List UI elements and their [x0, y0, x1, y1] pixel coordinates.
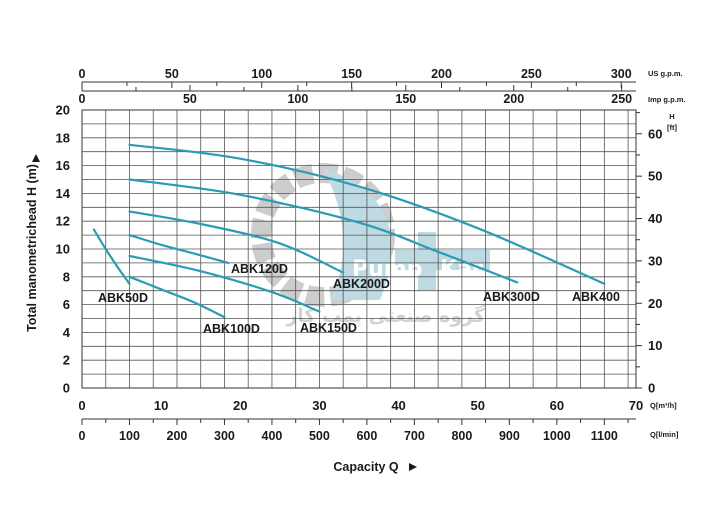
x-lmin-tick-label: 200	[167, 429, 188, 443]
grid	[81, 81, 642, 425]
y-ft-tick-label: 30	[648, 253, 662, 268]
y-tick-label: 14	[56, 186, 71, 201]
y-axis-title: Total manometrichead H (m)	[25, 164, 39, 332]
x-usgpm-tick-label: 0	[79, 67, 86, 81]
series-labels: ABK50D ABK100D ABK120D ABK150D ABK200D ABK300…	[98, 262, 620, 336]
curve-abk300d	[128, 178, 519, 284]
x-lmin-tick-label: 500	[309, 429, 330, 443]
label-abk300d: ABK300D	[483, 290, 540, 304]
y-tick-label: 4	[63, 325, 71, 340]
x-axis-arrow-icon	[409, 463, 417, 471]
x-m3h-tick-label: 30	[312, 398, 326, 413]
curve-abk200d	[128, 210, 345, 274]
y-ft-tick-label: 0	[648, 381, 655, 396]
curve-abk150d	[128, 254, 321, 313]
y-tick-label: 0	[63, 381, 70, 396]
x-unit-impgpm: Imp g.p.m.	[648, 95, 686, 104]
x-usgpm-tick-label: 250	[521, 67, 542, 81]
y-tick-label: 18	[56, 130, 70, 145]
x-unit-lmin: Q[l/min]	[650, 430, 679, 439]
y-unit-ft-line2: [ft]	[667, 123, 677, 132]
x-usgpm-tick-label: 50	[165, 67, 179, 81]
y-tick-label: 8	[63, 269, 70, 284]
label-abk150d: ABK150D	[300, 321, 357, 335]
x-lmin-tick-label: 100	[119, 429, 140, 443]
x-m3h-tick-label: 0	[78, 398, 85, 413]
y-ft-tick-label: 10	[648, 338, 662, 353]
x-m3h-tick-label: 20	[233, 398, 247, 413]
label-abk400: ABK400	[572, 290, 620, 304]
x-impgpm-tick-label: 150	[395, 92, 416, 106]
x-impgpm-tick-label: 0	[79, 92, 86, 106]
y-ft-tick-label: 40	[648, 211, 662, 226]
y-axis-arrow-icon	[32, 154, 40, 162]
x-impgpm-tick-label: 100	[287, 92, 308, 106]
x-lmin-tick-label: 800	[451, 429, 472, 443]
watermark-drop-icon	[323, 168, 392, 300]
y-ft-tick-label: 50	[648, 169, 662, 184]
y-unit-ft-line1: H	[669, 112, 674, 121]
label-abk120d: ABK120D	[231, 262, 288, 276]
curve-abk50d	[92, 228, 131, 285]
y-tick-label: 12	[56, 214, 70, 229]
x-lmin-tick-label: 700	[404, 429, 425, 443]
x-usgpm-tick-label: 100	[251, 67, 272, 81]
label-abk100d: ABK100D	[203, 322, 260, 336]
y-ft-tick-label: 20	[648, 296, 662, 311]
x-usgpm-tick-label: 150	[341, 67, 362, 81]
x-m3h-tick-label: 60	[550, 398, 564, 413]
watermark-subtitle: گروه صنعتی پمپ کار	[285, 304, 486, 327]
x-lmin-tick-label: 1100	[591, 429, 618, 443]
x-lmin-tick-label: 600	[356, 429, 377, 443]
x-usgpm-tick-label: 300	[611, 67, 632, 81]
x-axis-title: Capacity Q	[333, 460, 399, 474]
y-tick-label: 16	[56, 158, 70, 173]
watermark-word1: Pump	[352, 257, 422, 282]
x-impgpm-tick-label: 200	[503, 92, 524, 106]
x-m3h-tick-label: 70	[629, 398, 643, 413]
curve-abk120d	[128, 234, 230, 264]
x-lmin-tick-label: 900	[499, 429, 520, 443]
y-ft-tick-label: 60	[648, 126, 662, 141]
x-m3h-tick-label: 40	[391, 398, 405, 413]
x-lmin-tick-label: 1000	[543, 429, 571, 443]
x-unit-m3h: Q[m³/h]	[650, 401, 677, 410]
x-lmin-tick-label: 0	[79, 429, 86, 443]
x-usgpm-tick-label: 200	[431, 67, 452, 81]
curve-abk400	[128, 143, 606, 285]
y-tick-label: 2	[63, 353, 70, 368]
curve-abk100d	[128, 275, 226, 319]
label-abk50d: ABK50D	[98, 291, 148, 305]
y-tick-label: 6	[63, 297, 70, 312]
y-tick-label: 20	[56, 103, 70, 118]
y-tick-label: 10	[56, 242, 70, 257]
x-lmin-tick-label: 300	[214, 429, 235, 443]
x-m3h-tick-label: 10	[154, 398, 168, 413]
x-m3h-tick-label: 50	[470, 398, 484, 413]
pumpkar-watermark: Pump Kar گروه صنعتی پمپ کار	[251, 163, 490, 327]
x-unit-usgpm: US g.p.m.	[648, 69, 683, 78]
label-abk200d: ABK200D	[333, 277, 390, 291]
x-impgpm-tick-label: 250	[611, 92, 632, 106]
pump-curves	[92, 143, 606, 319]
x-lmin-tick-label: 400	[262, 429, 283, 443]
x-impgpm-tick-label: 50	[183, 92, 197, 106]
watermark-cross-h	[395, 250, 490, 270]
